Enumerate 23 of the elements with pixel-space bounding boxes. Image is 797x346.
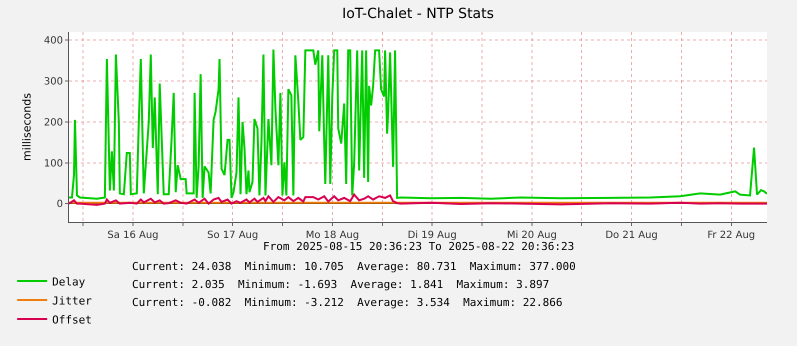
y-tick-label: 400 — [44, 36, 63, 47]
x-tick-label: Mo 18 Aug — [306, 230, 360, 241]
y-tick-label: 100 — [44, 158, 63, 170]
legend-label: Delay — [52, 275, 86, 288]
legend-label: Jitter — [52, 294, 92, 308]
legend-label: Offset — [52, 313, 92, 326]
text: Current: 24.038 Minimum: 10.705 Average: 80.731 Maximum: 377.000 — [132, 260, 576, 273]
x-tick-label: Mi 20 Aug — [506, 230, 557, 241]
line-series — [69, 48, 767, 200]
y-tick-label: 200 — [44, 117, 63, 128]
y-tick-label: 300 — [44, 76, 63, 88]
chart-title: IoT-Chalet - NTP Stats — [342, 6, 494, 22]
y-axis-title: milliseconds — [20, 92, 34, 161]
x-tick-label: So 17 Aug — [207, 230, 258, 241]
x-tick-label: Sa 16 Aug — [107, 230, 159, 241]
y-tick-label: 0 — [56, 199, 63, 210]
text: Current: -0.082 Minimum: -3.212 Average: 3.534 Maximum: 22.866 — [132, 296, 562, 309]
x-tick-label: Do 21 Aug — [605, 230, 658, 241]
line-series — [69, 194, 767, 206]
x-tick-label: Fr 22 Aug — [707, 230, 756, 241]
x-tick-label: Di 19 Aug — [408, 230, 457, 241]
text: From 2025-08-15 20:36:23 To 2025-08-22 20:36:23 — [263, 240, 574, 253]
text: Current: 2.035 Minimum: -1.693 Average: 1.841 Maximum: 3.897 — [132, 278, 550, 291]
